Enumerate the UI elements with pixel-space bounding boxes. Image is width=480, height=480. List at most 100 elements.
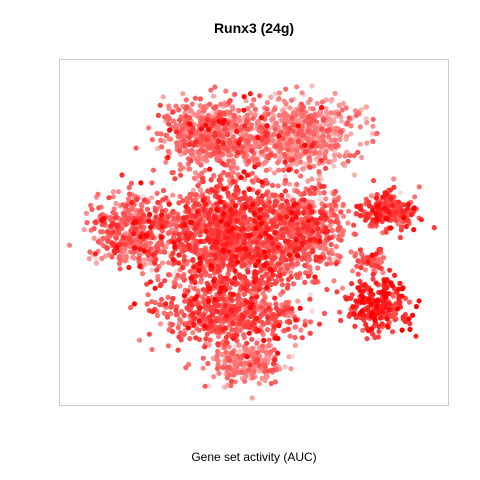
scatter-point bbox=[211, 278, 217, 284]
scatter-point bbox=[175, 272, 181, 278]
scatter-point bbox=[228, 240, 234, 246]
scatter-point bbox=[141, 257, 147, 263]
scatter-point bbox=[138, 180, 144, 186]
scatter-point bbox=[247, 313, 254, 320]
scatter-point bbox=[234, 217, 240, 224]
scatter-point bbox=[253, 294, 259, 300]
scatter-point bbox=[257, 233, 263, 239]
scatter-point bbox=[284, 265, 291, 271]
scatter-point bbox=[228, 378, 235, 384]
scatter-point bbox=[293, 112, 299, 118]
scatter-point bbox=[128, 304, 134, 311]
scatter-point bbox=[226, 139, 232, 146]
scatter-point bbox=[234, 184, 240, 190]
scatter-point bbox=[289, 115, 295, 121]
scatter-point bbox=[364, 120, 370, 126]
scatter-point bbox=[332, 90, 338, 96]
scatter-point bbox=[320, 133, 326, 139]
scatter-point bbox=[303, 148, 309, 155]
scatter-point bbox=[216, 267, 222, 273]
scatter-point bbox=[183, 365, 189, 371]
scatter-point bbox=[196, 267, 202, 273]
scatter-point bbox=[157, 283, 163, 289]
scatter-point bbox=[287, 243, 293, 249]
scatter-point bbox=[83, 210, 89, 216]
scatter-point bbox=[209, 187, 215, 194]
scatter-point bbox=[200, 198, 206, 204]
scatter-point bbox=[349, 281, 355, 287]
scatter-point bbox=[249, 102, 255, 108]
scatter-point bbox=[224, 313, 230, 319]
scatter-point bbox=[215, 144, 221, 150]
scatter-point bbox=[378, 315, 384, 321]
scatter-point bbox=[366, 199, 372, 205]
scatter-point bbox=[326, 235, 333, 241]
scatter-point bbox=[177, 283, 183, 289]
scatter-point bbox=[307, 319, 314, 325]
scatter-point bbox=[197, 96, 203, 102]
scatter-point bbox=[187, 121, 193, 127]
scatter-point bbox=[181, 253, 187, 260]
scatter-point bbox=[234, 365, 240, 371]
scatter-point bbox=[275, 160, 281, 166]
scatter-point bbox=[183, 204, 189, 210]
scatter-point bbox=[246, 225, 252, 231]
scatter-point bbox=[276, 112, 282, 118]
scatter-point bbox=[284, 163, 290, 169]
scatter-point bbox=[268, 152, 274, 158]
scatter-point bbox=[328, 218, 334, 224]
scatter-point bbox=[329, 96, 335, 102]
scatter-point bbox=[171, 284, 177, 290]
scatter-point bbox=[295, 260, 301, 267]
scatter-point bbox=[268, 266, 274, 272]
scatter-point bbox=[306, 218, 312, 224]
scatter-point bbox=[254, 340, 260, 346]
scatter-point bbox=[361, 312, 367, 318]
scatter-point bbox=[106, 195, 112, 201]
scatter-point bbox=[337, 309, 343, 315]
scatter-point bbox=[228, 295, 234, 302]
scatter-point bbox=[290, 353, 296, 359]
scatter-point bbox=[327, 223, 333, 229]
scatter-point bbox=[142, 243, 149, 249]
scatter-point bbox=[255, 200, 261, 207]
scatter-point bbox=[218, 199, 224, 205]
scatter-point bbox=[245, 138, 251, 144]
scatter-point bbox=[371, 178, 377, 184]
scatter-point bbox=[227, 98, 233, 104]
scatter-point bbox=[268, 380, 274, 387]
scatter-point bbox=[308, 208, 314, 214]
scatter-point bbox=[391, 184, 397, 190]
scatter-point bbox=[250, 202, 256, 208]
scatter-point bbox=[299, 90, 305, 96]
scatter-point bbox=[343, 296, 350, 302]
scatter-point bbox=[352, 253, 358, 259]
scatter-point bbox=[285, 326, 291, 332]
scatter-point bbox=[231, 145, 237, 151]
scatter-point bbox=[93, 255, 99, 261]
scatter-point bbox=[382, 190, 388, 196]
scatter-point bbox=[314, 100, 320, 107]
scatter-point bbox=[230, 225, 236, 232]
scatter-point bbox=[352, 231, 358, 237]
scatter-point bbox=[364, 140, 370, 146]
scatter-point bbox=[220, 120, 226, 126]
scatter-point bbox=[359, 299, 365, 305]
scatter-point bbox=[179, 126, 185, 132]
plot-area bbox=[59, 59, 449, 406]
scatter-point bbox=[203, 122, 209, 128]
scatter-point bbox=[237, 272, 243, 278]
scatter-point bbox=[188, 220, 194, 226]
scatter-point bbox=[289, 306, 295, 312]
scatter-point bbox=[279, 249, 286, 255]
scatter-point bbox=[390, 202, 396, 208]
scatter-point bbox=[215, 341, 221, 347]
scatter-point bbox=[206, 303, 212, 309]
scatter-point bbox=[361, 282, 367, 288]
scatter-point bbox=[226, 249, 232, 255]
scatter-point bbox=[282, 364, 288, 370]
scatter-point bbox=[197, 187, 204, 193]
scatter-point bbox=[217, 273, 223, 279]
scatter-point bbox=[269, 255, 275, 261]
scatter-point bbox=[288, 256, 294, 263]
